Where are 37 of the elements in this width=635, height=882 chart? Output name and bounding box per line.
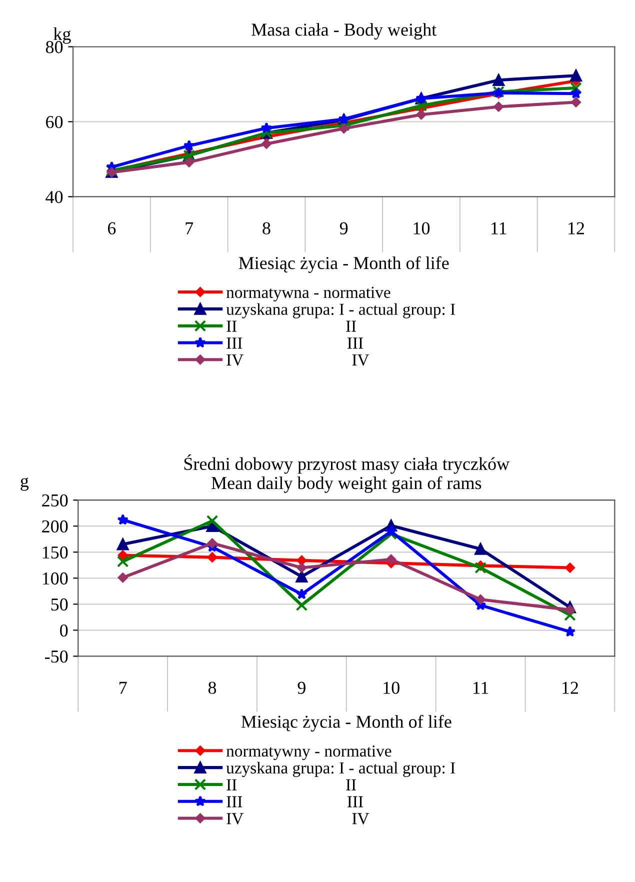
legend-label: IV IV <box>226 813 370 824</box>
y-tick-label: 60 <box>46 116 63 128</box>
y-tick-label: 100 <box>42 572 68 585</box>
y-tick-label: 150 <box>42 546 68 559</box>
legend-label: III III <box>226 796 363 808</box>
y-tick-label: 200 <box>42 520 68 533</box>
x-tick-label: 11 <box>492 222 506 234</box>
legend-label: normatywny - normative <box>226 745 392 760</box>
y-axis-title: g <box>20 478 29 491</box>
x-tick-label: 7 <box>119 682 127 694</box>
x-tick-label: 12 <box>562 682 578 694</box>
legend-label: II II <box>226 320 356 332</box>
x-tick-label: 11 <box>473 682 488 694</box>
y-tick-label: 40 <box>46 190 63 204</box>
legend-label: III III <box>226 338 363 349</box>
x-tick-label: 8 <box>262 222 270 234</box>
x-tick-label: 9 <box>340 222 348 234</box>
legend-label: uzyskana grupa: I - actual group: I <box>226 303 456 318</box>
y-tick-label: 0 <box>60 624 68 637</box>
chart-title: Masa ciała - Body weight <box>252 23 437 40</box>
legend-label: IV IV <box>226 354 370 366</box>
legend-label: normatywna - normative <box>226 286 390 302</box>
y-tick-label: 250 <box>42 494 68 507</box>
x-axis-title: Miesiąc życia - Month of life <box>241 714 452 732</box>
x-tick-label: 10 <box>384 682 400 694</box>
x-tick-label: 10 <box>414 222 430 234</box>
legend-label: II II <box>226 779 356 790</box>
legend-label: uzyskana grupa: I - actual group: I <box>226 762 456 777</box>
x-tick-label: 6 <box>108 222 116 234</box>
x-tick-label: 7 <box>186 222 194 234</box>
chart-title: Średni dobowy przyrost masy ciała tryczków Mean daily body weight gain of rams <box>184 454 510 493</box>
x-tick-label: 9 <box>298 682 306 694</box>
y-tick-label: 50 <box>51 598 68 611</box>
x-tick-label: 12 <box>568 222 584 234</box>
x-tick-label: 8 <box>208 682 216 694</box>
y-tick-label: -50 <box>44 650 68 663</box>
x-axis-title: Miesiąc życia - Month of life <box>238 256 449 273</box>
